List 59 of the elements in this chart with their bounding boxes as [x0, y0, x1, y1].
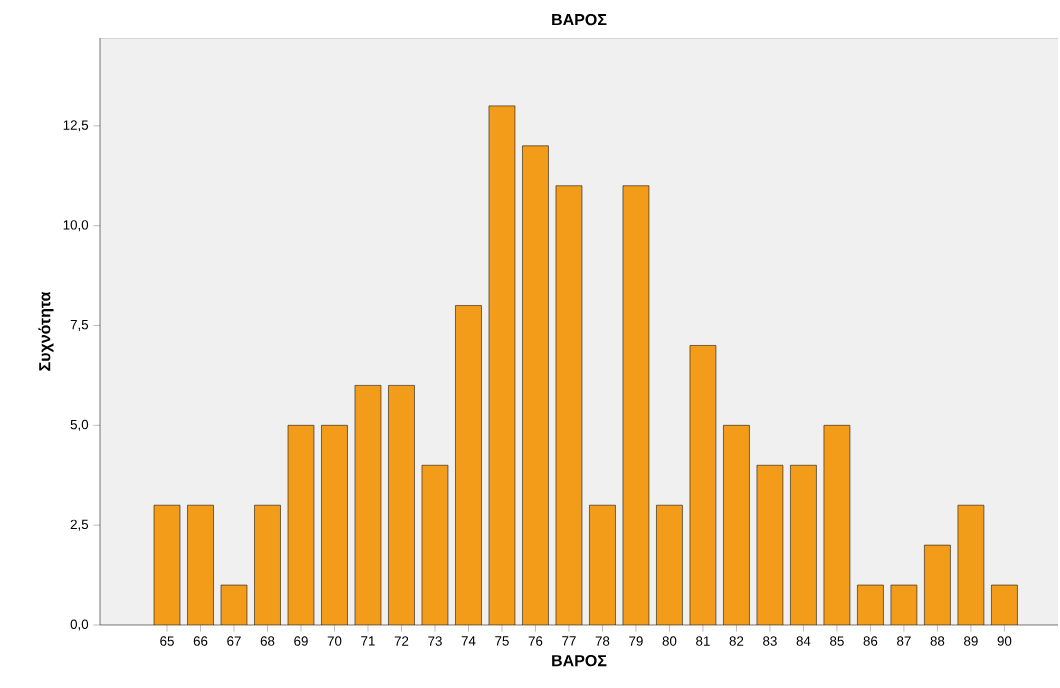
bar: [555, 185, 582, 625]
bar: [924, 545, 951, 625]
y-tick-label: 7,5: [70, 320, 89, 331]
bar: [857, 585, 884, 625]
x-tick-label: 79: [629, 636, 643, 646]
bar: [287, 425, 314, 625]
bar: [455, 305, 482, 625]
x-tick-label: 73: [428, 636, 442, 646]
y-tick-label: 12,5: [63, 120, 89, 132]
x-tick-label: 85: [830, 636, 844, 646]
y-axis-title: Συχνότητα: [38, 291, 54, 371]
x-tick-label: 88: [930, 636, 945, 646]
x-tick-label: 66: [193, 636, 208, 646]
x-tick-label: 82: [729, 636, 744, 646]
x-tick-label: 75: [495, 636, 509, 646]
bar: [254, 505, 281, 625]
bar: [354, 385, 381, 625]
bar: [991, 584, 1018, 625]
bar: [756, 465, 783, 625]
bar: [656, 505, 683, 625]
x-tick-label: 81: [696, 636, 710, 646]
x-tick-label: 65: [160, 636, 174, 646]
bar: [823, 425, 850, 625]
x-tick-label: 67: [227, 636, 241, 646]
x-tick-label: 71: [361, 636, 375, 646]
bar: [622, 185, 649, 625]
y-tick-label: 5,0: [70, 419, 89, 431]
x-tick-label: 77: [562, 636, 576, 646]
bar: [421, 465, 448, 625]
y-tick-label: 0,0: [70, 619, 89, 631]
x-tick-label: 86: [863, 636, 878, 646]
x-tick-label: 70: [327, 636, 342, 646]
x-tick-label: 69: [294, 636, 308, 646]
bar: [388, 385, 415, 625]
chart-title: ΒΑΡΟΣ: [552, 13, 607, 26]
bar: [723, 425, 750, 625]
bar: [689, 345, 716, 625]
x-tick-label: 89: [964, 636, 978, 646]
x-tick-label: 78: [595, 636, 610, 646]
bar: [957, 505, 984, 625]
x-tick-label: 87: [897, 636, 911, 646]
x-axis-title: ΒΑΡΟΣ: [552, 654, 607, 667]
bar: [488, 105, 515, 625]
bar: [187, 505, 214, 625]
x-tick-label: 90: [997, 636, 1012, 646]
bar: [790, 465, 817, 625]
y-tick-label: 2,5: [70, 519, 89, 531]
y-tick-label: 10,0: [63, 220, 89, 232]
x-tick-label: 74: [461, 636, 476, 646]
bar: [589, 505, 616, 625]
x-tick-label: 76: [528, 636, 543, 646]
x-tick-label: 83: [763, 636, 777, 646]
x-tick-label: 68: [260, 636, 275, 646]
x-tick-label: 84: [796, 636, 811, 646]
bar: [154, 505, 180, 625]
bar: [321, 425, 348, 625]
x-tick-label: 72: [394, 636, 409, 646]
x-tick-label: 80: [662, 636, 677, 646]
bar: [522, 145, 549, 625]
